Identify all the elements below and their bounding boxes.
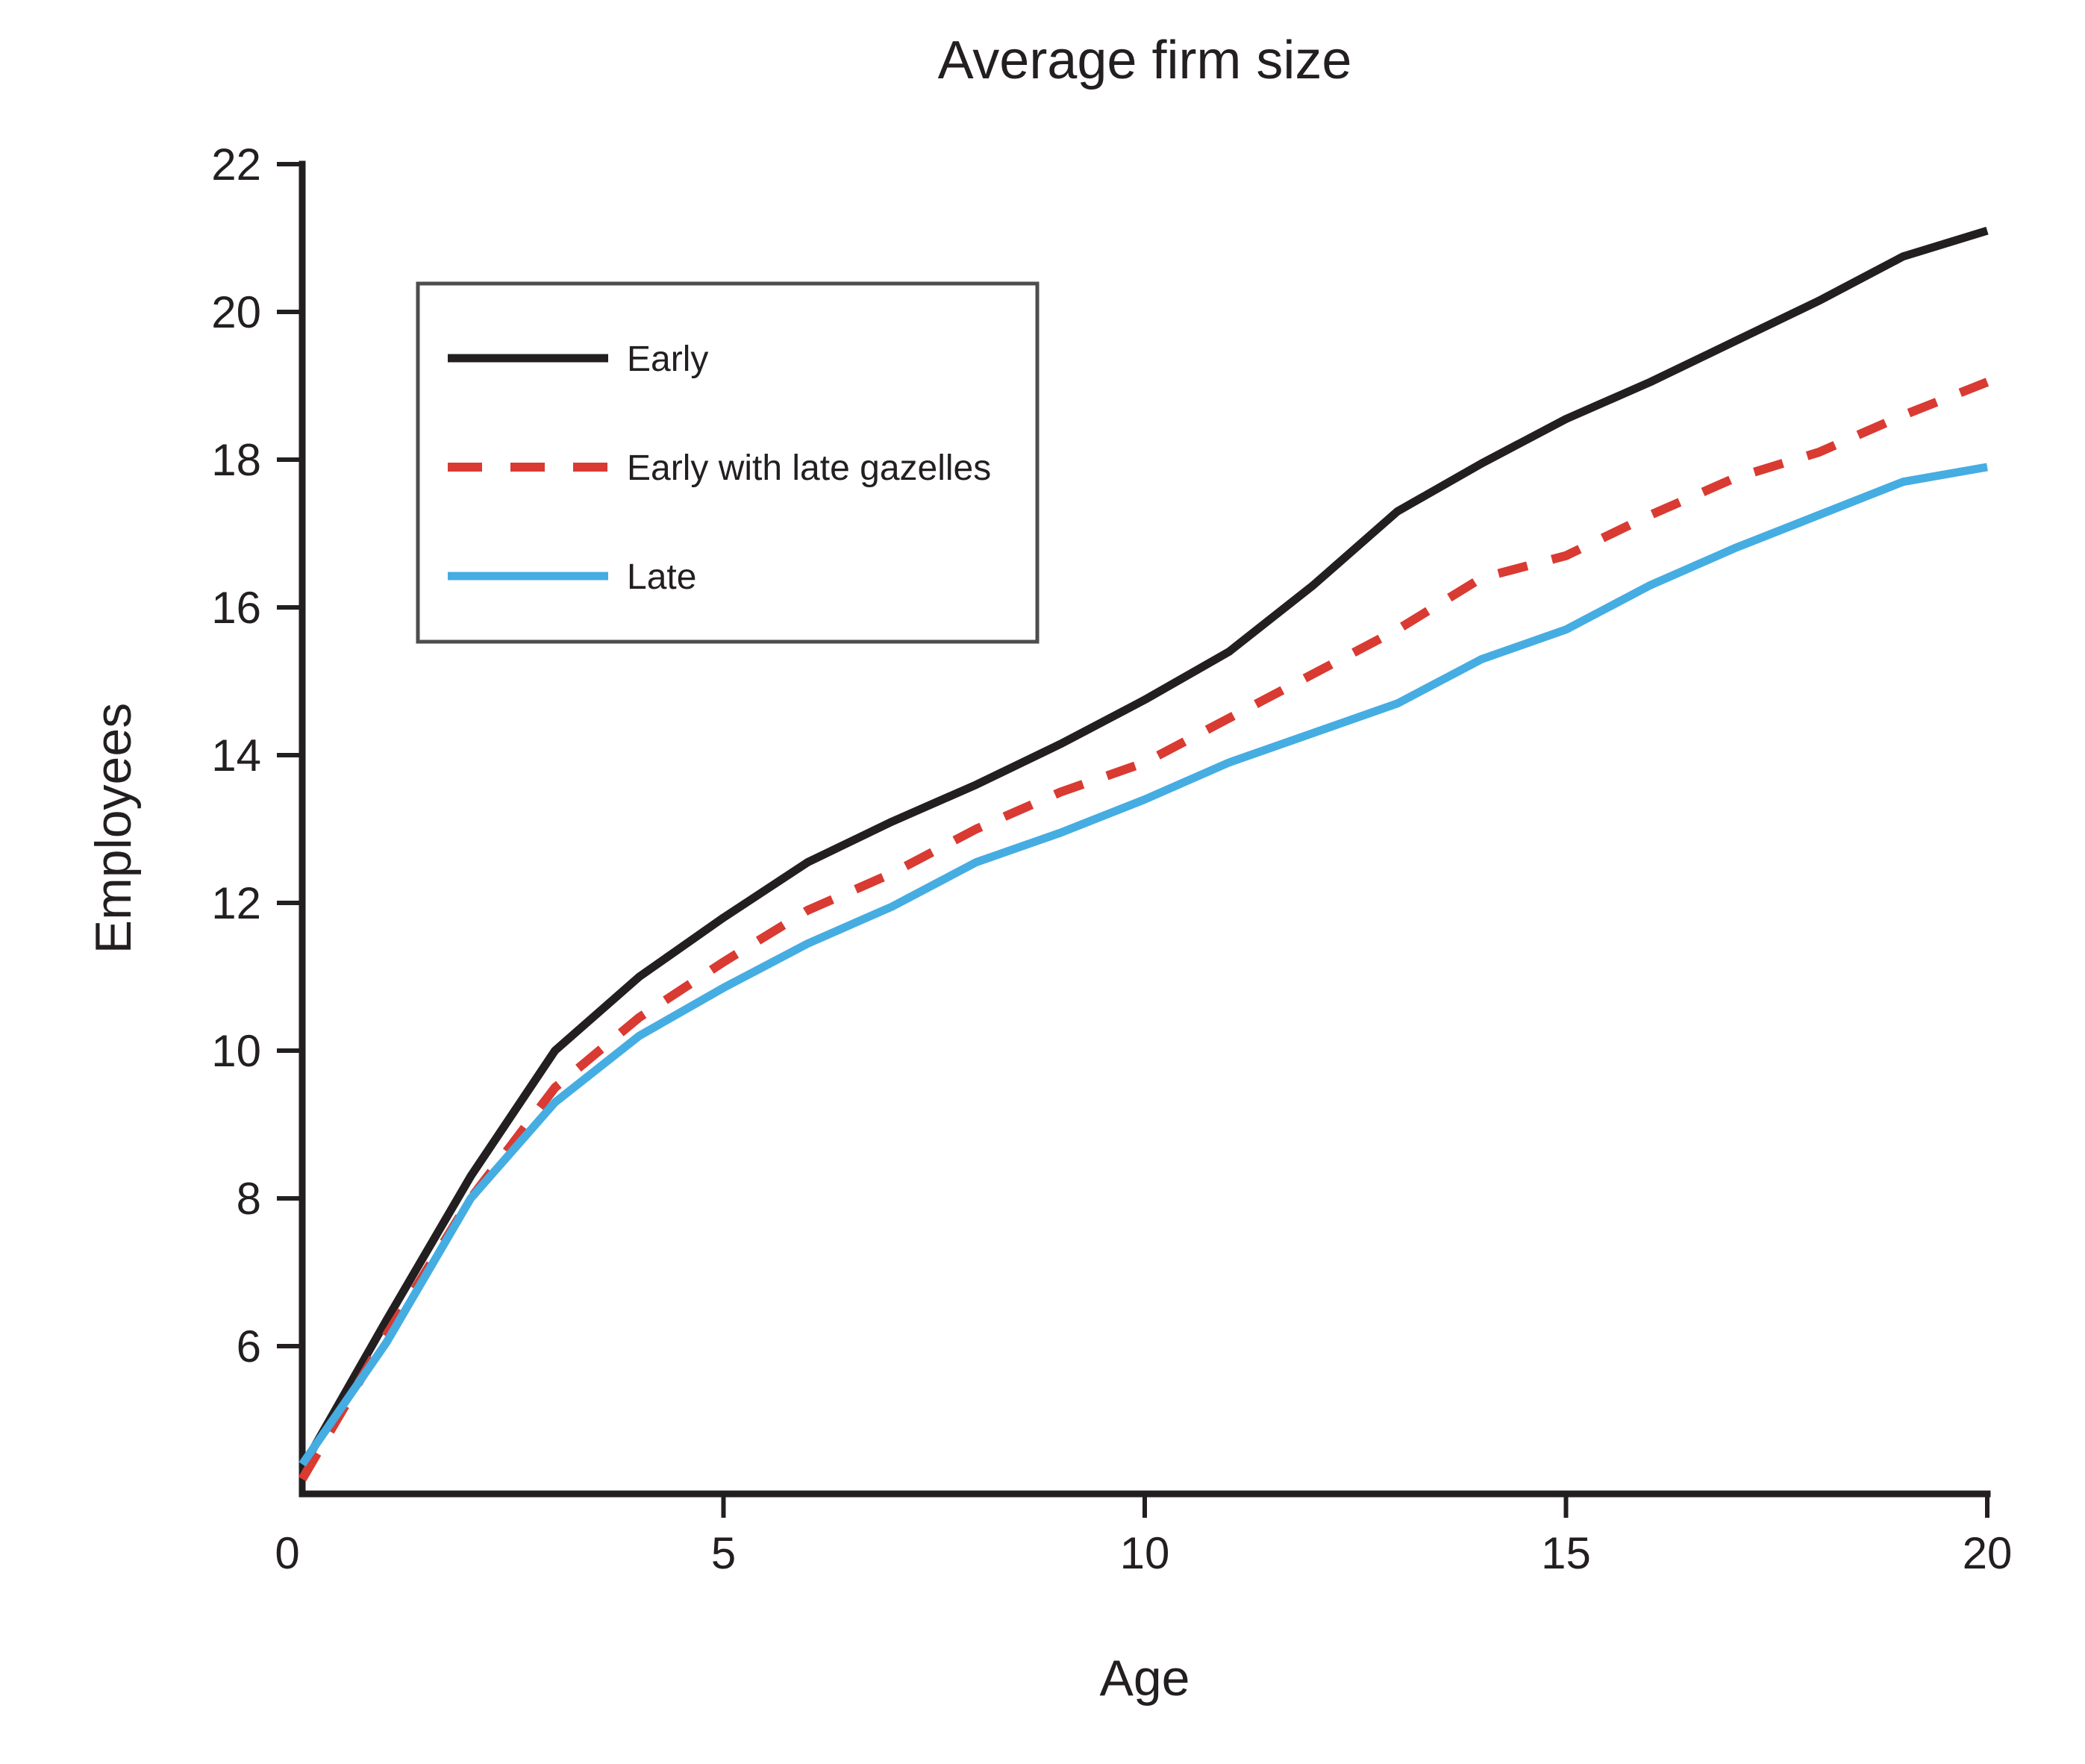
plot-lines xyxy=(298,226,1989,1482)
x-tick-label: 15 xyxy=(1541,1528,1591,1578)
y-axis-label: Employees xyxy=(85,703,142,954)
y-tick-label: 8 xyxy=(237,1174,261,1224)
y-tick-label: 16 xyxy=(211,583,261,633)
y-tick-label: 14 xyxy=(211,731,261,781)
legend-label-early: Early xyxy=(627,340,708,379)
legend: Early Early with late gazelles Late xyxy=(416,281,1040,644)
y-tick-label: 6 xyxy=(237,1322,261,1372)
y-tick-label: 18 xyxy=(211,435,261,485)
y-tick-label: 20 xyxy=(211,287,261,337)
x-axis-ticks: 0 5 10 15 20 xyxy=(275,1494,2012,1578)
y-tick-label: 12 xyxy=(211,878,261,928)
y-tick-label: 22 xyxy=(211,140,261,190)
x-tick-label: 0 xyxy=(275,1528,299,1578)
x-tick-label: 10 xyxy=(1120,1528,1170,1578)
legend-label-late: Late xyxy=(627,557,696,597)
x-tick-label: 20 xyxy=(1963,1528,2013,1578)
series-line-early-with-late-gazelles xyxy=(298,378,1989,1482)
series-line-early xyxy=(298,226,1989,1471)
y-tick-label: 10 xyxy=(211,1026,261,1076)
series-line-late xyxy=(298,463,1988,1467)
legend-label-early-with-late-gazelles: Early with late gazelles xyxy=(627,448,991,488)
x-tick-label: 5 xyxy=(711,1528,736,1578)
x-axis-label: Age xyxy=(1100,1650,1190,1707)
y-axis-ticks: 6 8 10 12 14 16 18 20 22 xyxy=(211,140,302,1372)
chart-title: Average firm size xyxy=(938,31,1352,90)
